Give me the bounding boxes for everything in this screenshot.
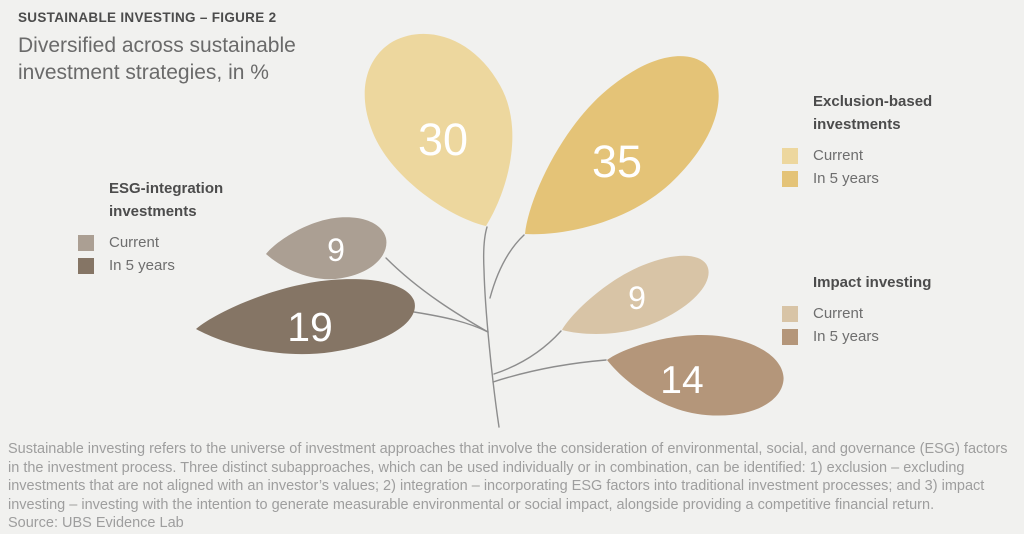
footnote-text: Sustainable investing refers to the univ… xyxy=(8,441,1008,513)
figure-kicker: SUSTAINABLE INVESTING – FIGURE 2 xyxy=(18,10,277,25)
legend-item-esg-current: Current xyxy=(78,231,223,254)
figure-header: SUSTAINABLE INVESTING – FIGURE 2 Diversi… xyxy=(18,10,296,86)
leaf-exclusion-current xyxy=(364,33,513,226)
plant-chart: 30 35 9 19 9 14 xyxy=(196,33,784,428)
legend-item-impact-5y: In 5 years xyxy=(782,325,931,348)
stem-branch-exclusion-5y xyxy=(489,234,525,299)
legend-esg-title: ESG-integration investments xyxy=(109,177,223,223)
swatch-esg-current xyxy=(78,234,94,251)
legend-exclusion-based: Exclusion-based investments Current In 5… xyxy=(782,90,932,190)
value-impact-5y: 14 xyxy=(660,359,703,402)
legend-impact-investing: Impact investing Current In 5 years xyxy=(782,271,931,348)
swatch-esg-5y xyxy=(78,257,94,274)
legend-esg-rows: Current In 5 years xyxy=(78,231,223,277)
leaf-exclusion-5y xyxy=(525,56,719,235)
legend-exclusion-title-line2: investments xyxy=(813,116,901,133)
legend-label-in-5-years: In 5 years xyxy=(813,170,879,187)
legend-label-current: Current xyxy=(109,234,160,251)
figure-title-line2: investment strategies, in % xyxy=(18,61,269,84)
legend-label-in-5-years: In 5 years xyxy=(813,328,879,345)
stem-branch-esg-5y xyxy=(413,311,489,333)
swatch-exclusion-current xyxy=(782,147,798,164)
plant-leaves xyxy=(196,33,784,416)
source-line: Source: UBS Evidence Lab xyxy=(8,515,184,531)
legend-esg-title-line2: investments xyxy=(109,203,197,220)
stem-branch-esg-current xyxy=(385,257,489,333)
leaf-impact-current xyxy=(562,255,709,334)
legend-impact-rows: Current In 5 years xyxy=(782,302,931,348)
legend-esg-title-line1: ESG-integration xyxy=(109,180,224,197)
swatch-impact-current xyxy=(782,305,798,322)
figure-footer: Sustainable investing refers to the univ… xyxy=(8,440,1020,533)
figure-title-line1: Diversified across sustainable xyxy=(18,34,296,57)
legend-exclusion-rows: Current In 5 years xyxy=(782,144,932,190)
legend-exclusion-title-line1: Exclusion-based xyxy=(813,93,933,110)
legend-impact-title: Impact investing xyxy=(813,271,931,294)
legend-item-esg-5y: In 5 years xyxy=(78,254,223,277)
stem-branch-impact-current xyxy=(493,330,562,375)
legend-item-exclusion-5y: In 5 years xyxy=(782,167,932,190)
legend-item-exclusion-current: Current xyxy=(782,144,932,167)
value-esg-current: 9 xyxy=(327,232,345,268)
plant-stems xyxy=(385,226,607,428)
leaf-esg-5y xyxy=(196,279,415,355)
value-impact-current: 9 xyxy=(628,280,646,316)
legend-label-in-5-years: In 5 years xyxy=(109,257,175,274)
leaf-esg-current xyxy=(266,217,387,280)
legend-label-current: Current xyxy=(813,305,864,322)
legend-item-impact-current: Current xyxy=(782,302,931,325)
leaf-values: 30 35 9 19 9 14 xyxy=(287,114,704,402)
value-exclusion-5y: 35 xyxy=(592,136,642,187)
legend-label-current: Current xyxy=(813,147,864,164)
leaf-impact-5y xyxy=(607,335,784,416)
stem-branch-impact-5y xyxy=(492,359,607,383)
legend-esg-integration: ESG-integration investments Current In 5… xyxy=(78,177,223,277)
legend-exclusion-title: Exclusion-based investments xyxy=(813,90,932,136)
swatch-exclusion-5y xyxy=(782,170,798,187)
swatch-impact-5y xyxy=(782,328,798,345)
stem-main xyxy=(482,226,500,428)
figure-title: Diversified across sustainable investmen… xyxy=(18,32,296,86)
legend-impact-title-line1: Impact investing xyxy=(813,274,932,291)
value-esg-5y: 19 xyxy=(287,304,333,350)
value-exclusion-current: 30 xyxy=(418,114,468,165)
